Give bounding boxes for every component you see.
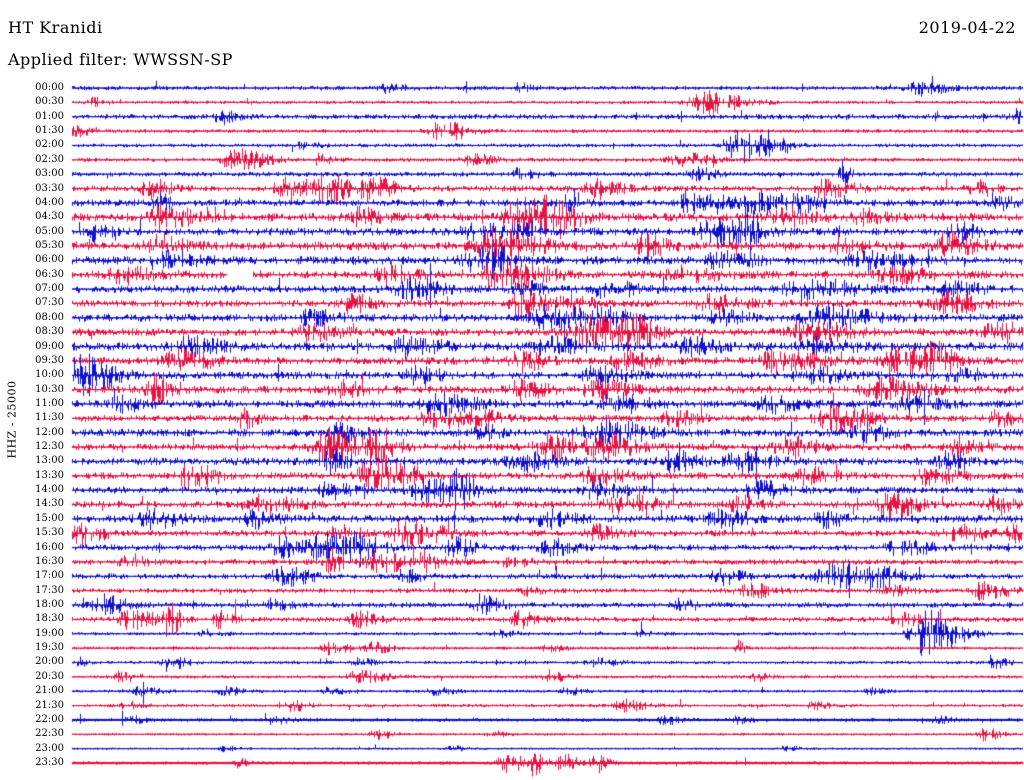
time-label: 09:30 (35, 354, 64, 366)
time-label: 02:30 (35, 153, 64, 165)
time-label: 14:30 (35, 498, 64, 510)
time-label: 10:00 (35, 369, 64, 381)
time-label: 21:30 (35, 699, 64, 711)
time-label: 17:30 (35, 584, 64, 596)
time-label: 22:30 (35, 728, 64, 740)
time-label: 11:30 (35, 412, 64, 424)
station-title: HT Kranidi (8, 18, 103, 37)
time-label: 01:00 (35, 110, 64, 122)
time-label: 00:00 (35, 82, 64, 93)
time-label: 15:00 (35, 512, 64, 524)
time-label: 16:30 (35, 555, 64, 567)
time-label: 19:30 (35, 642, 64, 654)
time-label: 05:30 (35, 239, 64, 251)
time-label: 10:30 (35, 383, 64, 395)
time-label: 16:00 (35, 541, 64, 553)
time-label: 20:30 (35, 670, 64, 682)
time-label: 21:00 (35, 685, 64, 697)
time-label: 23:30 (35, 757, 64, 768)
time-label: 12:30 (35, 441, 64, 453)
time-label: 03:00 (35, 168, 64, 180)
time-label: 17:00 (35, 570, 64, 582)
time-label: 07:00 (35, 283, 64, 295)
time-label: 15:30 (35, 527, 64, 539)
time-label: 23:00 (35, 742, 64, 754)
time-label: 12:00 (35, 426, 64, 438)
time-label: 18:00 (35, 599, 64, 611)
time-label: 03:30 (35, 182, 64, 194)
filter-label: Applied filter: WWSSN-SP (8, 50, 233, 69)
time-label: 20:00 (35, 656, 64, 668)
time-label: 22:00 (35, 713, 64, 725)
time-label: 13:30 (35, 469, 64, 481)
time-label: 08:00 (35, 311, 64, 323)
time-label: 19:00 (35, 627, 64, 639)
time-label: 02:00 (35, 139, 64, 151)
time-label: 11:00 (35, 397, 64, 409)
time-label: 08:30 (35, 326, 64, 338)
time-label: 06:30 (35, 268, 64, 280)
channel-scale-label: HHZ - 25000 (5, 380, 19, 459)
time-label: 05:00 (35, 225, 64, 237)
time-label: 07:30 (35, 297, 64, 309)
date-label: 2019-04-22 (918, 18, 1016, 37)
time-label: 13:00 (35, 455, 64, 467)
time-label: 09:00 (35, 340, 64, 352)
time-label: 18:30 (35, 613, 64, 625)
time-label: 04:30 (35, 211, 64, 223)
time-label: 06:00 (35, 254, 64, 266)
time-label: 00:30 (35, 96, 64, 108)
time-label: 01:30 (35, 125, 64, 137)
time-label: 14:00 (35, 484, 64, 496)
time-label: 04:00 (35, 196, 64, 208)
